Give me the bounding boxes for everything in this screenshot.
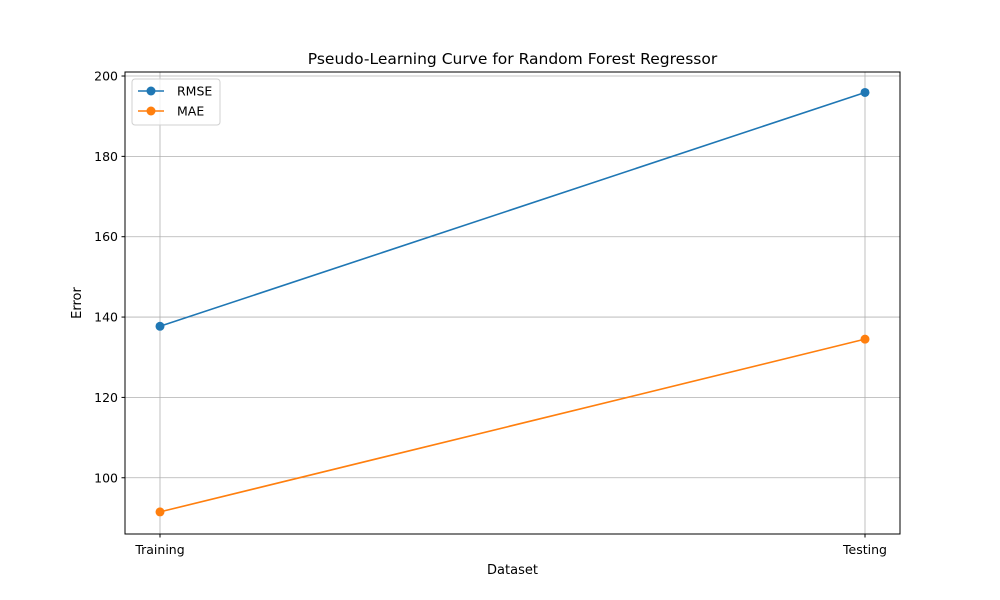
legend-label-rmse: RMSE [177,84,212,99]
plot-frame [124,71,901,535]
data-point-rmse [155,321,165,331]
x-axis-label: Dataset [487,563,538,578]
series-line-rmse [159,91,866,328]
legend-marker-rmse [146,86,156,96]
legend-label-mae: MAE [177,104,204,119]
data-point-rmse [860,87,870,97]
legend: RMSE MAE [131,78,221,126]
y-tick-label: 200 [94,69,118,84]
chart-title: Pseudo-Learning Curve for Random Forest … [308,50,718,68]
series-layer [155,87,870,517]
axes: 100 120 140 160 180 200 Training Testing [94,69,887,557]
legend-marker-mae [146,106,156,116]
x-tick-label: Testing [842,542,887,557]
grid [125,72,900,534]
x-tick-label: Training [134,542,184,557]
series-line-mae [159,338,866,513]
y-tick-label: 160 [94,229,118,244]
y-axis-label: Error [70,287,85,319]
y-tick-label: 180 [94,149,118,164]
y-tick-label: 120 [94,390,118,405]
data-point-mae [155,507,165,517]
data-point-mae [860,334,870,344]
y-tick-label: 100 [94,470,118,485]
y-tick-label: 140 [94,310,118,325]
